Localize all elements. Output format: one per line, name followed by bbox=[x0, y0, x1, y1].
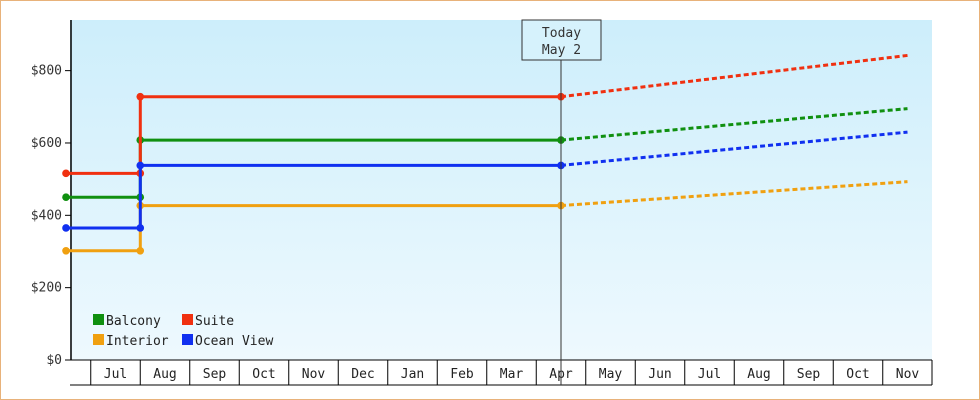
x-tick-label: Jul bbox=[104, 367, 127, 382]
series-projection-suite bbox=[560, 53, 908, 99]
x-tick-label: Jan bbox=[401, 367, 424, 382]
x-tick-label: Mar bbox=[500, 367, 524, 382]
y-tick-label: $600 bbox=[31, 136, 62, 151]
today-marker-label: Today bbox=[542, 26, 581, 41]
y-tick-label: $400 bbox=[31, 208, 62, 223]
y-tick-label: $200 bbox=[31, 281, 62, 296]
x-tick-label: May bbox=[599, 367, 623, 382]
legend-label-balcony: Balcony bbox=[106, 314, 161, 329]
x-tick-label: Oct bbox=[846, 367, 869, 382]
series-line-suite bbox=[66, 95, 561, 175]
legend-swatch-balcony bbox=[93, 314, 104, 325]
data-point-ocean-view bbox=[136, 224, 145, 232]
legend-swatch-interior bbox=[93, 334, 104, 345]
x-tick-label: Nov bbox=[896, 367, 920, 382]
today-marker-box bbox=[521, 19, 602, 61]
legend-label-interior: Interior bbox=[106, 334, 169, 349]
data-point-ocean-view bbox=[62, 224, 70, 232]
series-line-ocean-view bbox=[66, 163, 561, 230]
series-projection-ocean-view bbox=[560, 130, 908, 167]
today-marker-date: May 2 bbox=[542, 43, 581, 58]
data-point-ocean-view bbox=[136, 161, 145, 170]
x-tick-label: Nov bbox=[302, 367, 326, 382]
x-tick-label: Feb bbox=[450, 367, 474, 382]
series-projection-balcony bbox=[560, 107, 908, 142]
legend-label-ocean-view: Ocean View bbox=[195, 334, 273, 349]
data-point-suite bbox=[62, 169, 70, 178]
y-tick-label: $800 bbox=[31, 64, 62, 79]
x-tick-label: Jul bbox=[698, 367, 721, 382]
x-tick-label: Sep bbox=[797, 367, 821, 382]
series-projection-interior bbox=[560, 180, 908, 208]
legend-label-suite: Suite bbox=[195, 314, 234, 329]
x-tick-label: Aug bbox=[153, 367, 176, 382]
x-tick-label: Aug bbox=[747, 367, 770, 382]
data-point-balcony bbox=[62, 193, 70, 202]
data-point-suite bbox=[136, 92, 145, 101]
legend-swatch-suite bbox=[182, 314, 193, 325]
x-tick-label: Dec bbox=[351, 367, 374, 382]
x-tick-label: Sep bbox=[203, 367, 227, 382]
x-tick-label: Jun bbox=[648, 367, 671, 382]
x-tick-label: Oct bbox=[252, 367, 275, 382]
y-tick-label: $0 bbox=[46, 353, 62, 368]
data-point-interior bbox=[136, 246, 145, 255]
data-point-interior bbox=[62, 246, 70, 255]
legend-swatch-ocean-view bbox=[182, 334, 193, 345]
